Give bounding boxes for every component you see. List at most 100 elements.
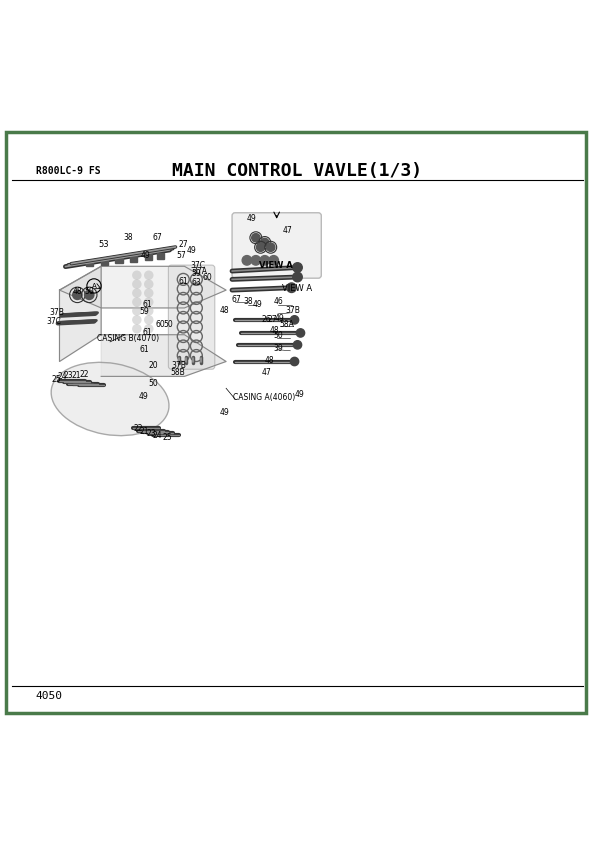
Circle shape bbox=[132, 297, 142, 306]
Text: 63: 63 bbox=[192, 279, 201, 287]
Circle shape bbox=[287, 283, 296, 292]
Text: 67: 67 bbox=[231, 295, 241, 303]
Text: 49: 49 bbox=[141, 251, 151, 260]
Text: 49: 49 bbox=[220, 408, 230, 417]
Circle shape bbox=[293, 263, 302, 272]
Circle shape bbox=[84, 290, 95, 301]
Circle shape bbox=[132, 288, 142, 298]
Text: 37B: 37B bbox=[49, 308, 64, 317]
Text: 61: 61 bbox=[142, 328, 152, 338]
Circle shape bbox=[132, 280, 142, 289]
Circle shape bbox=[132, 324, 142, 333]
Circle shape bbox=[144, 297, 154, 306]
Text: CASING A(4060): CASING A(4060) bbox=[233, 392, 296, 402]
Text: 21: 21 bbox=[140, 427, 149, 435]
Text: 22: 22 bbox=[80, 370, 89, 379]
Bar bbox=[130, 256, 137, 262]
Text: CASING B(4070): CASING B(4070) bbox=[97, 334, 159, 344]
Text: 50: 50 bbox=[149, 379, 158, 388]
Circle shape bbox=[144, 288, 154, 298]
Circle shape bbox=[72, 290, 83, 301]
Bar bbox=[157, 253, 164, 258]
Circle shape bbox=[269, 256, 278, 265]
Text: 23: 23 bbox=[64, 371, 73, 381]
Text: 48: 48 bbox=[220, 306, 230, 315]
Circle shape bbox=[144, 324, 154, 333]
Circle shape bbox=[252, 233, 260, 242]
Text: 49: 49 bbox=[139, 392, 149, 401]
FancyBboxPatch shape bbox=[168, 265, 215, 370]
Circle shape bbox=[251, 256, 261, 265]
Text: 49: 49 bbox=[295, 391, 304, 399]
Ellipse shape bbox=[51, 362, 169, 435]
Circle shape bbox=[296, 328, 305, 337]
Text: 38: 38 bbox=[124, 233, 133, 242]
Text: 27: 27 bbox=[178, 240, 188, 249]
Text: 49: 49 bbox=[247, 214, 256, 223]
Bar bbox=[101, 258, 108, 264]
Text: 48: 48 bbox=[73, 287, 82, 296]
Text: 23: 23 bbox=[147, 429, 156, 438]
Text: 24: 24 bbox=[153, 431, 162, 440]
Text: 46: 46 bbox=[274, 297, 283, 306]
Text: 39: 39 bbox=[274, 344, 283, 353]
Polygon shape bbox=[101, 335, 226, 376]
Text: 58A: 58A bbox=[280, 319, 294, 328]
Circle shape bbox=[290, 357, 299, 365]
Text: 60: 60 bbox=[156, 320, 165, 329]
Text: VIEW A: VIEW A bbox=[283, 285, 312, 293]
Circle shape bbox=[267, 243, 275, 252]
Text: 61: 61 bbox=[178, 277, 188, 285]
Text: 53: 53 bbox=[99, 240, 109, 248]
Circle shape bbox=[132, 306, 142, 316]
Text: 49: 49 bbox=[187, 247, 196, 255]
Text: 37B: 37B bbox=[171, 360, 186, 370]
Bar bbox=[145, 254, 152, 260]
Text: 37C: 37C bbox=[46, 317, 61, 326]
Text: 49: 49 bbox=[275, 313, 284, 322]
Circle shape bbox=[144, 270, 154, 280]
Text: 24: 24 bbox=[58, 372, 67, 381]
Polygon shape bbox=[60, 266, 226, 308]
Text: 60: 60 bbox=[202, 273, 212, 281]
Text: 4050: 4050 bbox=[36, 690, 62, 701]
Circle shape bbox=[293, 341, 302, 349]
Text: 57: 57 bbox=[177, 251, 186, 260]
Text: R800LC-9 FS: R800LC-9 FS bbox=[36, 166, 101, 176]
Circle shape bbox=[261, 238, 269, 247]
Text: 20: 20 bbox=[148, 360, 158, 370]
Text: 49: 49 bbox=[252, 301, 262, 310]
Text: 59: 59 bbox=[140, 307, 149, 316]
Text: MAIN CONTROL VAVLE(1/3): MAIN CONTROL VAVLE(1/3) bbox=[173, 163, 422, 180]
Circle shape bbox=[256, 243, 265, 252]
Polygon shape bbox=[60, 266, 101, 361]
Text: 50: 50 bbox=[84, 287, 94, 296]
Text: 48: 48 bbox=[270, 326, 280, 335]
FancyBboxPatch shape bbox=[232, 213, 321, 278]
Text: 50: 50 bbox=[164, 320, 173, 329]
Text: 61: 61 bbox=[143, 301, 152, 310]
Text: 25: 25 bbox=[52, 375, 61, 384]
Circle shape bbox=[144, 306, 154, 316]
Text: A: A bbox=[92, 283, 96, 289]
Text: 21: 21 bbox=[71, 370, 81, 380]
Circle shape bbox=[132, 315, 142, 325]
Text: 37B: 37B bbox=[286, 306, 300, 316]
Text: 37C: 37C bbox=[190, 261, 205, 269]
Text: 38: 38 bbox=[244, 297, 253, 306]
Text: 26: 26 bbox=[262, 316, 271, 324]
Text: 47: 47 bbox=[283, 226, 292, 235]
Text: 58B: 58B bbox=[170, 368, 184, 376]
Circle shape bbox=[260, 256, 270, 265]
Circle shape bbox=[144, 280, 154, 289]
Text: 37A: 37A bbox=[192, 267, 208, 275]
Text: 25: 25 bbox=[163, 433, 173, 441]
Text: VIEW A: VIEW A bbox=[259, 262, 292, 270]
Text: 59: 59 bbox=[192, 269, 201, 278]
Text: 48: 48 bbox=[265, 356, 274, 365]
Text: 50: 50 bbox=[274, 331, 283, 340]
Text: 47: 47 bbox=[262, 368, 271, 376]
Circle shape bbox=[132, 270, 142, 280]
Text: 22: 22 bbox=[134, 424, 143, 433]
Circle shape bbox=[144, 315, 154, 325]
